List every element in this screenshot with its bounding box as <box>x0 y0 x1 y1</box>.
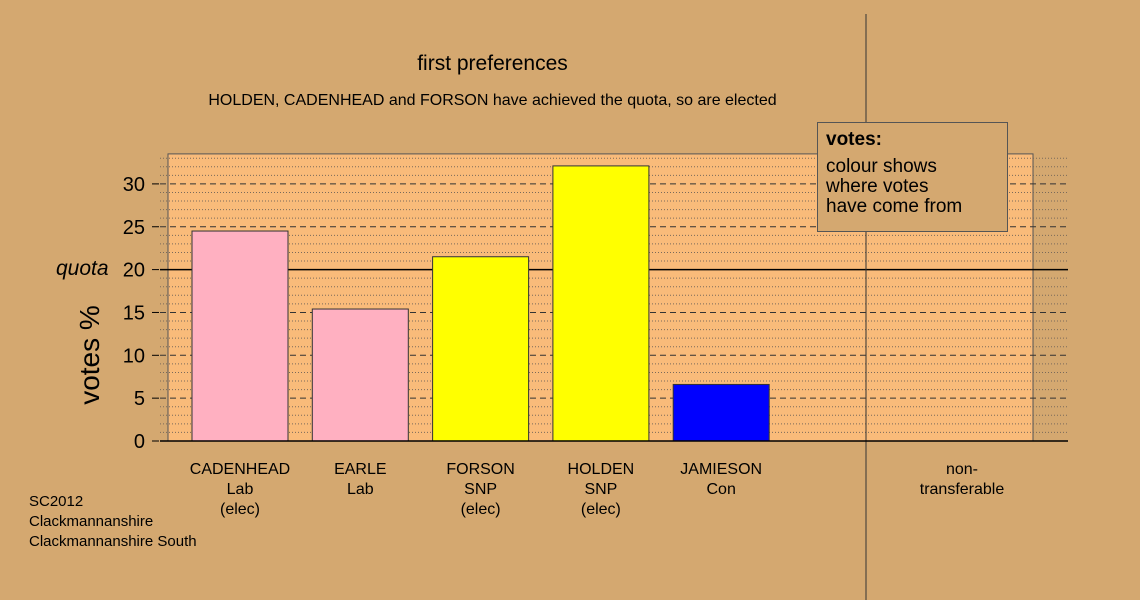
chart-subtitle: HOLDEN, CADENHEAD and FORSON have achiev… <box>208 92 777 109</box>
category-label-line: Lab <box>346 481 374 498</box>
bar <box>432 256 530 442</box>
category-label-line: CADENHEAD <box>189 461 291 478</box>
category-label-line: Lab <box>226 481 254 498</box>
footer-line: Clackmannanshire South <box>29 533 197 550</box>
legend-line: where votes <box>826 176 929 197</box>
y-tick-label: 0 <box>134 431 145 453</box>
y-tick-label: 15 <box>123 302 145 324</box>
y-axis-label: votes % <box>74 305 105 405</box>
category-label-line: (elec) <box>219 501 260 518</box>
y-tick-label: 20 <box>123 260 145 282</box>
footer-line: Clackmannanshire <box>29 513 154 530</box>
footer: SC2012 Clackmannanshire Clackmannanshire… <box>29 492 197 552</box>
y-tick-label: 10 <box>123 345 145 367</box>
quota-label: quota <box>56 257 109 280</box>
footer-line: SC2012 <box>29 493 84 510</box>
y-tick-label: 30 <box>123 174 145 196</box>
category-label-line: non- <box>945 461 979 478</box>
category-label: non-transferable <box>897 460 1027 500</box>
category-label-line: SNP <box>464 481 498 498</box>
category-label: CADENHEAD Lab (elec) <box>175 460 305 520</box>
category-label-line: (elec) <box>580 501 621 518</box>
category-label: EARLE Lab <box>295 460 425 500</box>
legend-line: colour shows <box>826 156 937 177</box>
category-label-line: SNP <box>584 481 618 498</box>
category-label-line: Con <box>706 481 736 498</box>
legend: votes: colour shows where votes have com… <box>817 122 1008 232</box>
y-tick-label: 25 <box>123 217 145 239</box>
category-label: JAMIESON Con <box>656 460 786 500</box>
bar <box>552 165 650 442</box>
legend-title: votes: <box>826 129 882 150</box>
category-label-line: FORSON <box>446 461 515 478</box>
category-label-line: JAMIESON <box>680 461 763 478</box>
category-label-line: (elec) <box>460 501 501 518</box>
category-label-line: EARLE <box>334 461 387 478</box>
chart-title: first preferences <box>417 52 568 75</box>
category-label: HOLDEN SNP (elec) <box>536 460 666 520</box>
bar <box>311 308 409 442</box>
bar <box>191 230 289 442</box>
category-label-line: transferable <box>919 481 1005 498</box>
y-tick-label: 5 <box>134 388 145 410</box>
bar <box>672 383 770 442</box>
category-label-line: HOLDEN <box>567 461 635 478</box>
legend-line: have come from <box>826 196 963 217</box>
category-label: FORSON SNP (elec) <box>416 460 546 520</box>
